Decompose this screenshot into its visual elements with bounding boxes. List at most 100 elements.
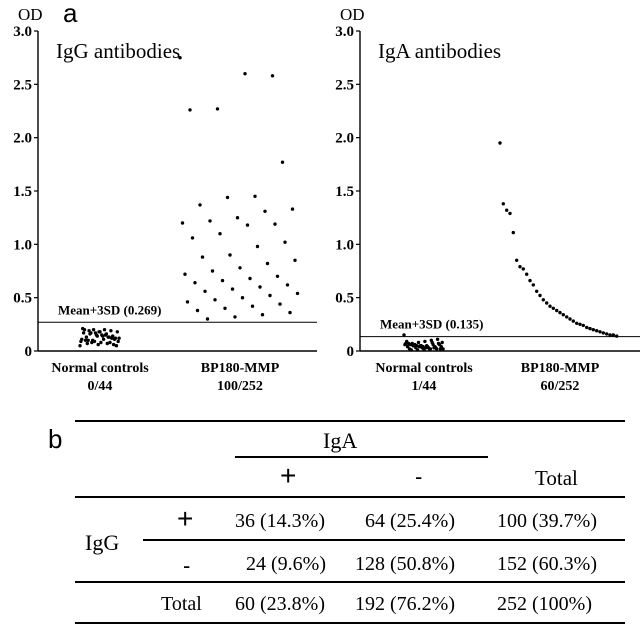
chart2-x-tick-label: Normal controls [375, 361, 473, 376]
chart1-x-tick-label: BP180-MMP [201, 361, 280, 376]
chart1-point [293, 258, 297, 262]
chart1-point [270, 74, 275, 78]
chart1-point [218, 232, 222, 236]
table-top-rule [75, 420, 625, 422]
chart2-cutoff-label: Mean+3SD (0.135) [380, 317, 483, 332]
chart1-point [105, 341, 110, 346]
chart1-point [183, 272, 187, 276]
panel-label-b: b [48, 424, 63, 454]
chart1-point [255, 244, 260, 249]
row-header-igg: IgG [85, 530, 120, 555]
chart2-point [440, 340, 444, 345]
chart2-point [598, 330, 602, 334]
chart1-point [85, 341, 90, 346]
chart1-point [188, 108, 192, 112]
chart1-point [108, 340, 112, 345]
chart2-point [435, 337, 440, 341]
chart1-point [79, 339, 83, 344]
chart1-point [248, 276, 252, 281]
col-header-total: Total [535, 466, 578, 490]
chart2-y-tick-label: 1.5 [335, 184, 354, 200]
chart1-point [235, 216, 240, 220]
chart2-point [427, 347, 432, 351]
chart1-point [225, 195, 230, 200]
chart1-x-count-label: 100/252 [217, 379, 263, 394]
chart2-point [541, 298, 545, 302]
chart1-y-tick-label: 2.5 [13, 77, 32, 93]
chart1-x-count-label: 0/44 [88, 379, 113, 394]
chart2-point [615, 334, 619, 338]
chart1-point [81, 331, 86, 335]
chart2-point [585, 325, 589, 330]
chart1-point [238, 266, 242, 270]
chart2-x-count-label: 60/252 [541, 379, 580, 394]
chart1-point [210, 269, 215, 273]
chart1-point [233, 315, 237, 319]
chart2-point [565, 315, 569, 319]
chart2-point [423, 339, 427, 344]
chart1-point [230, 287, 235, 291]
chart2-point [405, 345, 410, 349]
row-header-plus: + [177, 503, 194, 534]
chart1-point [93, 331, 98, 335]
chart2-point [415, 348, 420, 352]
chart2-point [561, 313, 565, 317]
chart1-point [215, 107, 220, 111]
chart1-point [285, 283, 290, 287]
chart1-point [103, 333, 108, 337]
table-total-rule [75, 581, 625, 583]
table-header-rule [235, 456, 488, 458]
chart1-point [117, 336, 121, 340]
chart1-point [89, 331, 93, 335]
chart1-point [91, 328, 96, 332]
cell-total-c2: 192 (76.2%) [355, 593, 455, 615]
chart1-point [213, 298, 217, 302]
chart1-point [220, 278, 225, 283]
chart1-y-tick-label: 3.0 [13, 24, 32, 40]
chart1-point [100, 333, 104, 337]
scatter-charts: OD 0 0.5 1.0 1.5 2.0 2.5 3.0 IgG antibodies Mean+… [13, 5, 640, 394]
chart2-y-tick-label: 2.0 [335, 131, 354, 147]
chart1-point [190, 236, 195, 240]
table-igg-rule [143, 539, 625, 541]
chart2-point [436, 341, 441, 346]
chart1-cutoff-label: Mean+3SD (0.269) [58, 302, 161, 317]
chart2-point [568, 317, 572, 321]
chart2-y-tick-label: 0 [347, 344, 355, 360]
chart2-point [525, 272, 529, 276]
chart2-point [535, 289, 539, 293]
panel-label-a: a [63, 0, 78, 28]
chart1-point [102, 328, 107, 332]
chart1-point [223, 306, 227, 310]
table-mid-rule [75, 496, 625, 498]
chart1-point [84, 335, 89, 339]
chart1-point [245, 223, 250, 227]
chart1-point [273, 222, 277, 226]
chart2-point [505, 208, 509, 212]
table-header-iga: IgA [323, 428, 358, 453]
cell-r1-c1: 36 (14.3%) [235, 510, 325, 532]
chart2-point [511, 230, 515, 235]
row-header-total: Total [161, 593, 202, 615]
chart1-x-tick-label: Normal controls [51, 361, 149, 376]
chart2-point [578, 322, 582, 326]
cell-total-c3: 252 (100%) [497, 593, 592, 615]
chart2-point [501, 202, 505, 206]
chart1-point [208, 219, 212, 223]
chart1-point [78, 344, 82, 348]
chart1-point [82, 328, 87, 332]
chart2-point [421, 345, 425, 349]
chart2-y-tick-label: 2.5 [335, 77, 354, 93]
col-header-minus: - [415, 464, 423, 489]
chart2-point [434, 346, 438, 350]
chart2-point [605, 332, 609, 336]
chart2-point [402, 333, 406, 337]
chart2-point [415, 344, 419, 348]
chart1-point [203, 289, 207, 293]
chart2-y-tick-label: 1.0 [335, 237, 354, 253]
chart1-point [116, 339, 120, 344]
table-bottom-rule [75, 622, 625, 624]
chart1-point [263, 209, 267, 213]
chart1-y-tick-label: 2.0 [13, 131, 32, 147]
chart2-point [498, 141, 502, 145]
